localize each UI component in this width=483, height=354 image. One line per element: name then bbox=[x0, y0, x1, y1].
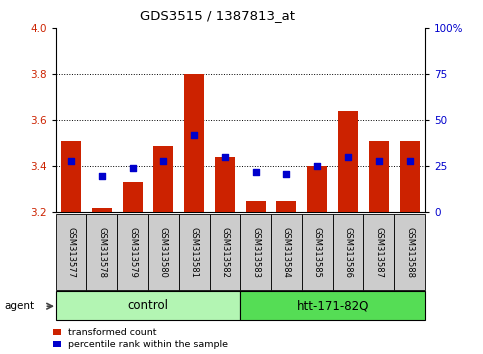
Point bbox=[252, 169, 259, 175]
Bar bbox=[333, 214, 364, 290]
Bar bbox=[210, 214, 240, 290]
Text: GSM313587: GSM313587 bbox=[374, 227, 384, 278]
Bar bbox=[56, 291, 241, 320]
Text: GSM313583: GSM313583 bbox=[251, 227, 260, 278]
Point bbox=[344, 154, 352, 160]
Point bbox=[159, 158, 167, 164]
Point bbox=[283, 171, 290, 177]
Text: GSM313586: GSM313586 bbox=[343, 227, 353, 278]
Text: GSM313577: GSM313577 bbox=[67, 227, 75, 278]
Bar bbox=[61, 141, 81, 212]
Legend: transformed count, percentile rank within the sample: transformed count, percentile rank withi… bbox=[53, 329, 228, 349]
Bar bbox=[215, 157, 235, 212]
Bar bbox=[307, 166, 327, 212]
Bar bbox=[117, 214, 148, 290]
Bar bbox=[123, 182, 142, 212]
Text: GSM313579: GSM313579 bbox=[128, 227, 137, 278]
Bar bbox=[369, 141, 389, 212]
Point bbox=[221, 154, 229, 160]
Text: GSM313588: GSM313588 bbox=[405, 227, 414, 278]
Text: control: control bbox=[128, 299, 169, 312]
Point bbox=[128, 165, 136, 171]
Bar bbox=[399, 141, 420, 212]
Text: GSM313581: GSM313581 bbox=[190, 227, 199, 278]
Bar bbox=[240, 291, 425, 320]
Point bbox=[67, 158, 75, 164]
Bar bbox=[86, 214, 117, 290]
Text: GSM313580: GSM313580 bbox=[159, 227, 168, 278]
Bar bbox=[302, 214, 333, 290]
Bar bbox=[271, 214, 302, 290]
Bar bbox=[338, 111, 358, 212]
Bar bbox=[92, 208, 112, 212]
Bar bbox=[364, 214, 394, 290]
Text: agent: agent bbox=[5, 301, 35, 311]
Bar bbox=[148, 214, 179, 290]
Bar bbox=[56, 214, 86, 290]
Point bbox=[313, 164, 321, 169]
Point bbox=[190, 132, 198, 138]
Bar bbox=[240, 214, 271, 290]
Text: GDS3515 / 1387813_at: GDS3515 / 1387813_at bbox=[140, 9, 295, 22]
Point bbox=[406, 158, 413, 164]
Text: GSM313578: GSM313578 bbox=[97, 227, 106, 278]
Point bbox=[98, 173, 106, 178]
Text: GSM313585: GSM313585 bbox=[313, 227, 322, 278]
Text: GSM313584: GSM313584 bbox=[282, 227, 291, 278]
Text: GSM313582: GSM313582 bbox=[220, 227, 229, 278]
Bar bbox=[276, 201, 297, 212]
Point bbox=[375, 158, 383, 164]
Bar bbox=[246, 201, 266, 212]
Bar bbox=[153, 145, 173, 212]
Bar bbox=[394, 214, 425, 290]
Text: htt-171-82Q: htt-171-82Q bbox=[297, 299, 369, 312]
Bar bbox=[184, 74, 204, 212]
Bar bbox=[179, 214, 210, 290]
